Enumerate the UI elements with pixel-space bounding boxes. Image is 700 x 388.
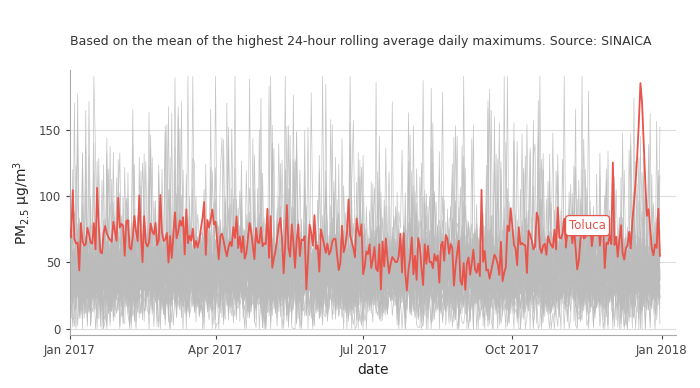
X-axis label: date: date <box>357 363 388 377</box>
Y-axis label: PM$_{2.5}$ μg/m$^3$: PM$_{2.5}$ μg/m$^3$ <box>11 161 33 244</box>
Text: Based on the mean of the highest 24-hour rolling average daily maximums. Source:: Based on the mean of the highest 24-hour… <box>69 35 651 48</box>
Text: Toluca: Toluca <box>569 219 606 232</box>
